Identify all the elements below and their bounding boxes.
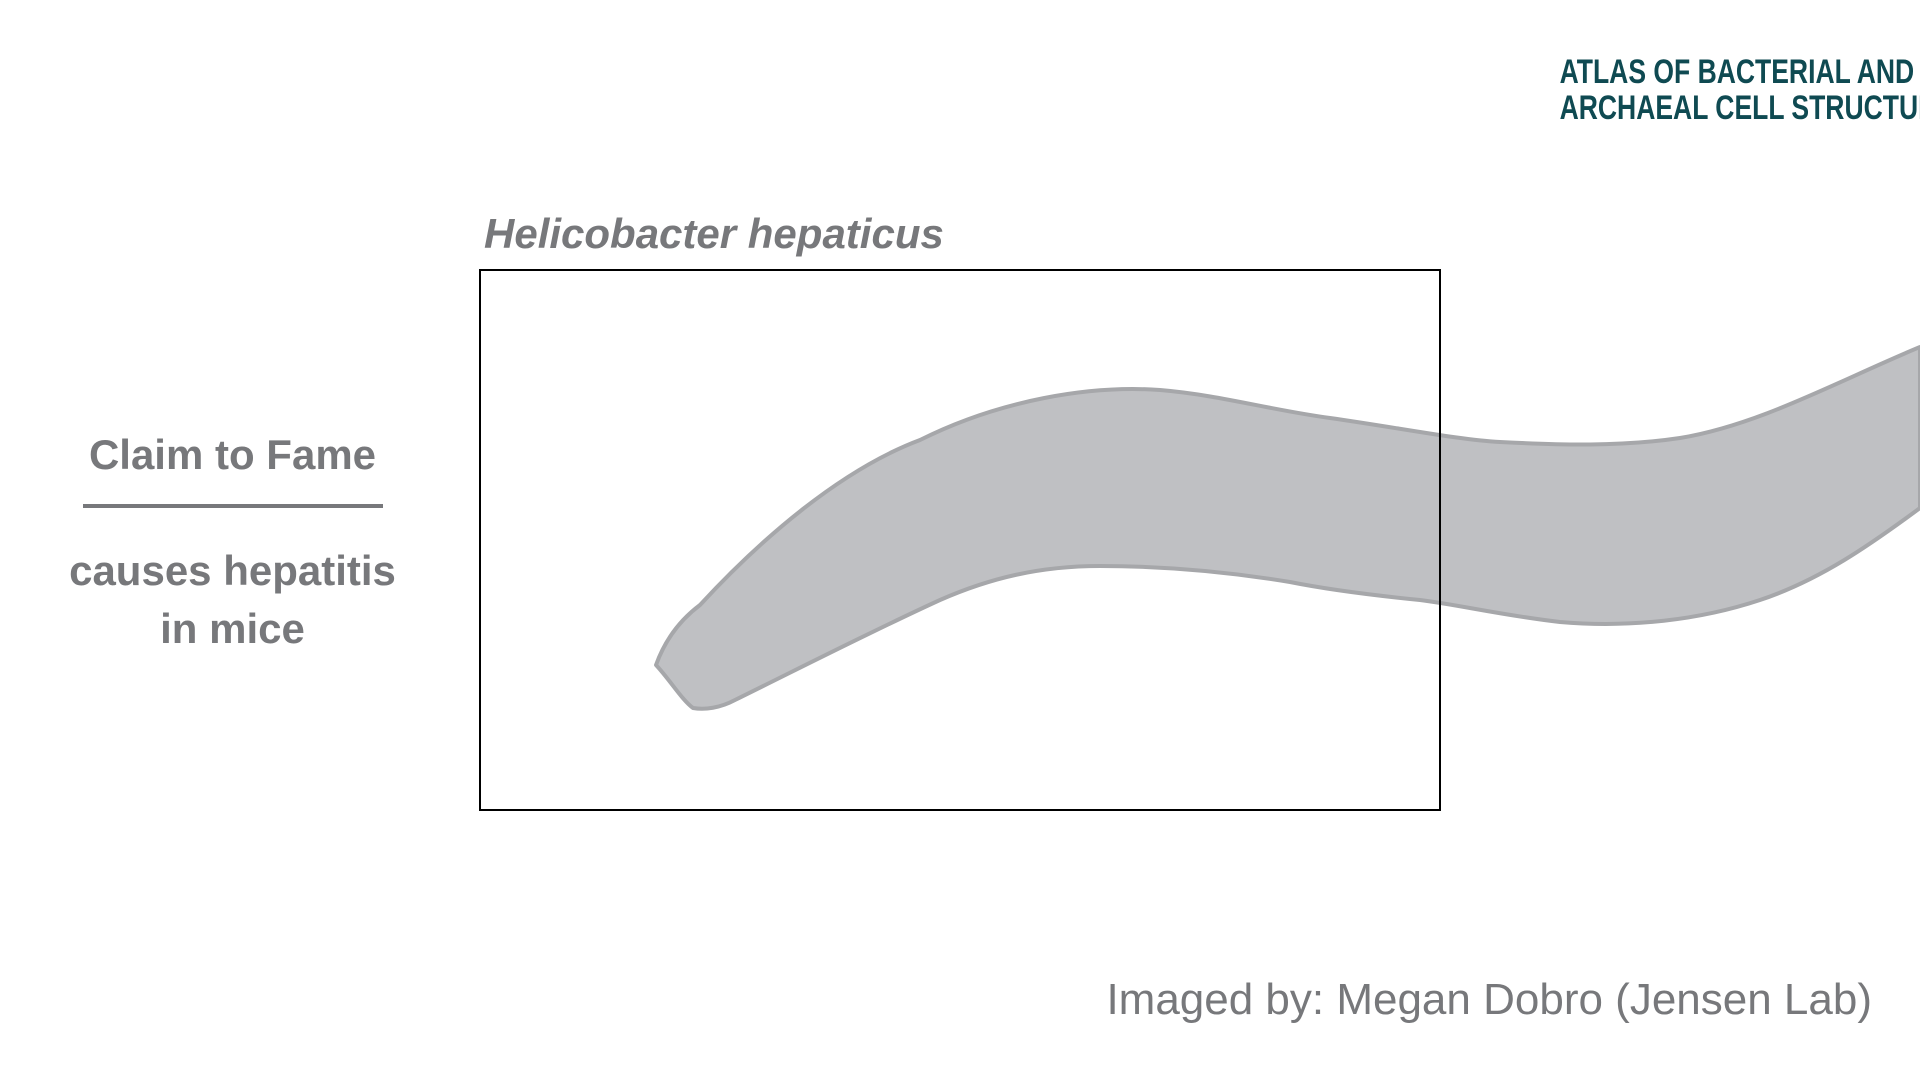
claim-divider	[82, 504, 383, 508]
image-credit: Imaged by: Megan Dobro (Jensen Lab)	[1106, 975, 1872, 1024]
claim-text-line-2: in mice	[160, 605, 305, 652]
atlas-logo: ATLAS OF BACTERIAL AND ARCHAEAL CELL STR…	[1520, 55, 1920, 125]
species-title: Helicobacter hepaticus	[484, 210, 944, 257]
claim-to-fame-panel: Claim to Fame causes hepatitis in mice	[60, 424, 405, 658]
bacterium-cell-body	[654, 345, 1920, 711]
zoom-frame	[479, 269, 1441, 811]
claim-title: Claim to Fame	[88, 431, 377, 478]
claim-text-line-1: causes hepatitis	[69, 547, 396, 594]
